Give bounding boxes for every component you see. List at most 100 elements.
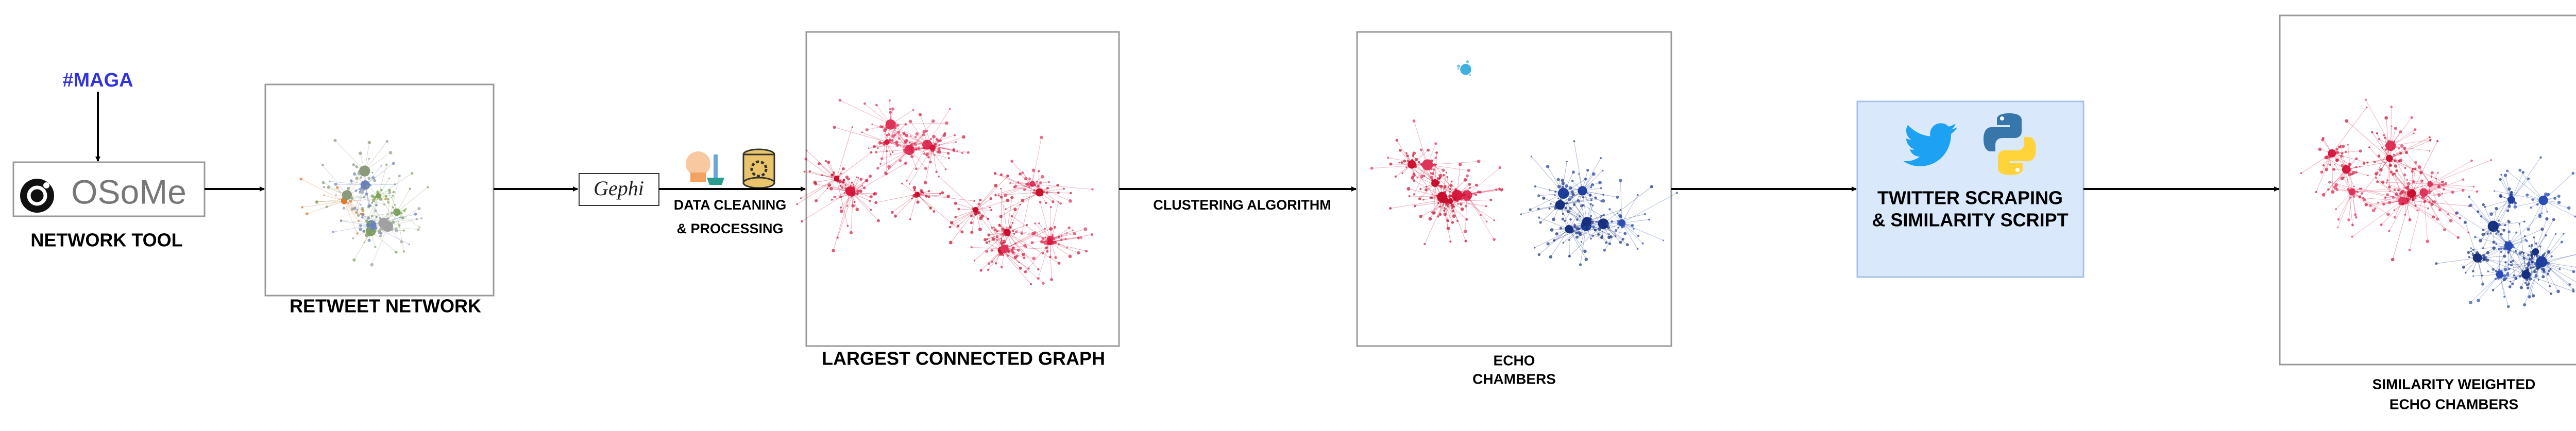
graph-node: [2492, 246, 2496, 250]
graph-node: [2470, 159, 2473, 162]
graph-node: [420, 217, 423, 220]
graph-node: [1033, 192, 1036, 194]
graph-node: [859, 178, 863, 181]
graph-node: [1434, 157, 1437, 159]
graph-node: [1051, 234, 1054, 236]
graph-node: [897, 137, 901, 140]
graph-edge: [932, 147, 954, 150]
graph-node: [2382, 134, 2385, 136]
graph-node: [1013, 233, 1015, 235]
graph-node: [1018, 262, 1020, 264]
graph-node: [912, 109, 914, 111]
graph-edge: [1007, 232, 1039, 270]
graph-node: [388, 188, 392, 192]
graph-edge: [1004, 232, 1036, 249]
graph-edge: [1032, 183, 1093, 190]
graph-node: [2359, 165, 2361, 168]
graph-node: [2355, 157, 2358, 160]
graph-node: [1408, 160, 1416, 169]
graph-node: [2498, 268, 2500, 271]
graph-node: [950, 221, 954, 225]
graph-node: [1423, 243, 1426, 246]
graph-edge: [2524, 265, 2539, 305]
graph-node: [1570, 190, 1574, 194]
graph-node: [2443, 228, 2447, 232]
graph-node: [1598, 227, 1601, 231]
graph-node: [1559, 227, 1562, 230]
graph-edge: [1001, 229, 1051, 251]
graph-edge: [1005, 184, 1032, 196]
cleaning-label: & PROCESSING: [676, 221, 783, 236]
graph-edge: [2392, 193, 2412, 260]
graph-node: [2481, 233, 2485, 236]
graph-node: [961, 135, 965, 139]
graph-node: [2484, 205, 2486, 208]
graph-node: [923, 181, 927, 185]
graph-node: [1413, 179, 1416, 182]
graph-node: [888, 99, 891, 101]
graph-node: [376, 193, 381, 199]
graph-node: [366, 184, 369, 187]
graph-edge: [1414, 120, 1428, 165]
graph-node: [1002, 240, 1006, 244]
graph-node: [2489, 212, 2494, 216]
graph-node: [1448, 194, 1451, 198]
graph-edge: [2456, 213, 2509, 246]
graph-edge: [917, 194, 935, 212]
graph-edge: [2406, 200, 2459, 238]
graph-node: [815, 199, 818, 202]
graph-node: [2387, 200, 2392, 204]
graph-node: [1387, 157, 1389, 159]
graph-node: [321, 181, 325, 184]
graph-node: [1029, 283, 1032, 286]
graph-node: [891, 139, 894, 142]
graph-edge: [2543, 173, 2573, 201]
graph-node: [879, 125, 883, 128]
graph-edge: [396, 212, 404, 252]
graph-edge: [1550, 229, 1569, 257]
graph-node: [1023, 256, 1026, 260]
graph-node: [1459, 202, 1463, 206]
graph-node: [2558, 268, 2561, 270]
graph-node: [2536, 261, 2543, 268]
graph-edge: [2424, 192, 2438, 219]
graph-node: [391, 196, 393, 198]
graph-node: [839, 184, 842, 187]
graph-node: [2472, 253, 2482, 263]
graph-node: [2507, 187, 2511, 191]
graph-node: [2405, 186, 2410, 190]
graph-node: [352, 237, 354, 239]
graph-node: [911, 143, 914, 146]
graph-edge: [872, 124, 927, 145]
graph-edge: [1032, 184, 1061, 204]
graph-edge: [2337, 192, 2352, 228]
graph-node: [367, 141, 371, 145]
graph-node: [2542, 270, 2546, 273]
graph-node: [2510, 261, 2513, 264]
graph-edge: [2541, 262, 2558, 292]
graph-node: [1568, 239, 1570, 241]
graph-node: [813, 180, 817, 184]
graph-edge: [1621, 222, 1643, 244]
graph-node: [2371, 209, 2376, 213]
graph-node: [354, 189, 358, 192]
graph-node: [2504, 224, 2506, 227]
graph-node: [2384, 116, 2388, 120]
graph-node: [2322, 164, 2325, 167]
graph-node: [2513, 247, 2515, 249]
graph-node: [2497, 219, 2500, 222]
graph-node: [1573, 223, 1576, 226]
graph-node: [2326, 155, 2328, 158]
graph-node: [371, 232, 374, 235]
graph-node: [333, 139, 337, 142]
graph-node: [2552, 218, 2555, 221]
graph-node: [996, 239, 998, 241]
graph-node: [1414, 158, 1418, 162]
graph-node: [2534, 274, 2538, 278]
graph-node: [2526, 239, 2528, 242]
graph-node: [1587, 192, 1589, 194]
graph-node: [988, 240, 991, 243]
graph-node: [1413, 173, 1415, 175]
graph-node: [1583, 249, 1587, 253]
graph-node: [1437, 215, 1439, 218]
